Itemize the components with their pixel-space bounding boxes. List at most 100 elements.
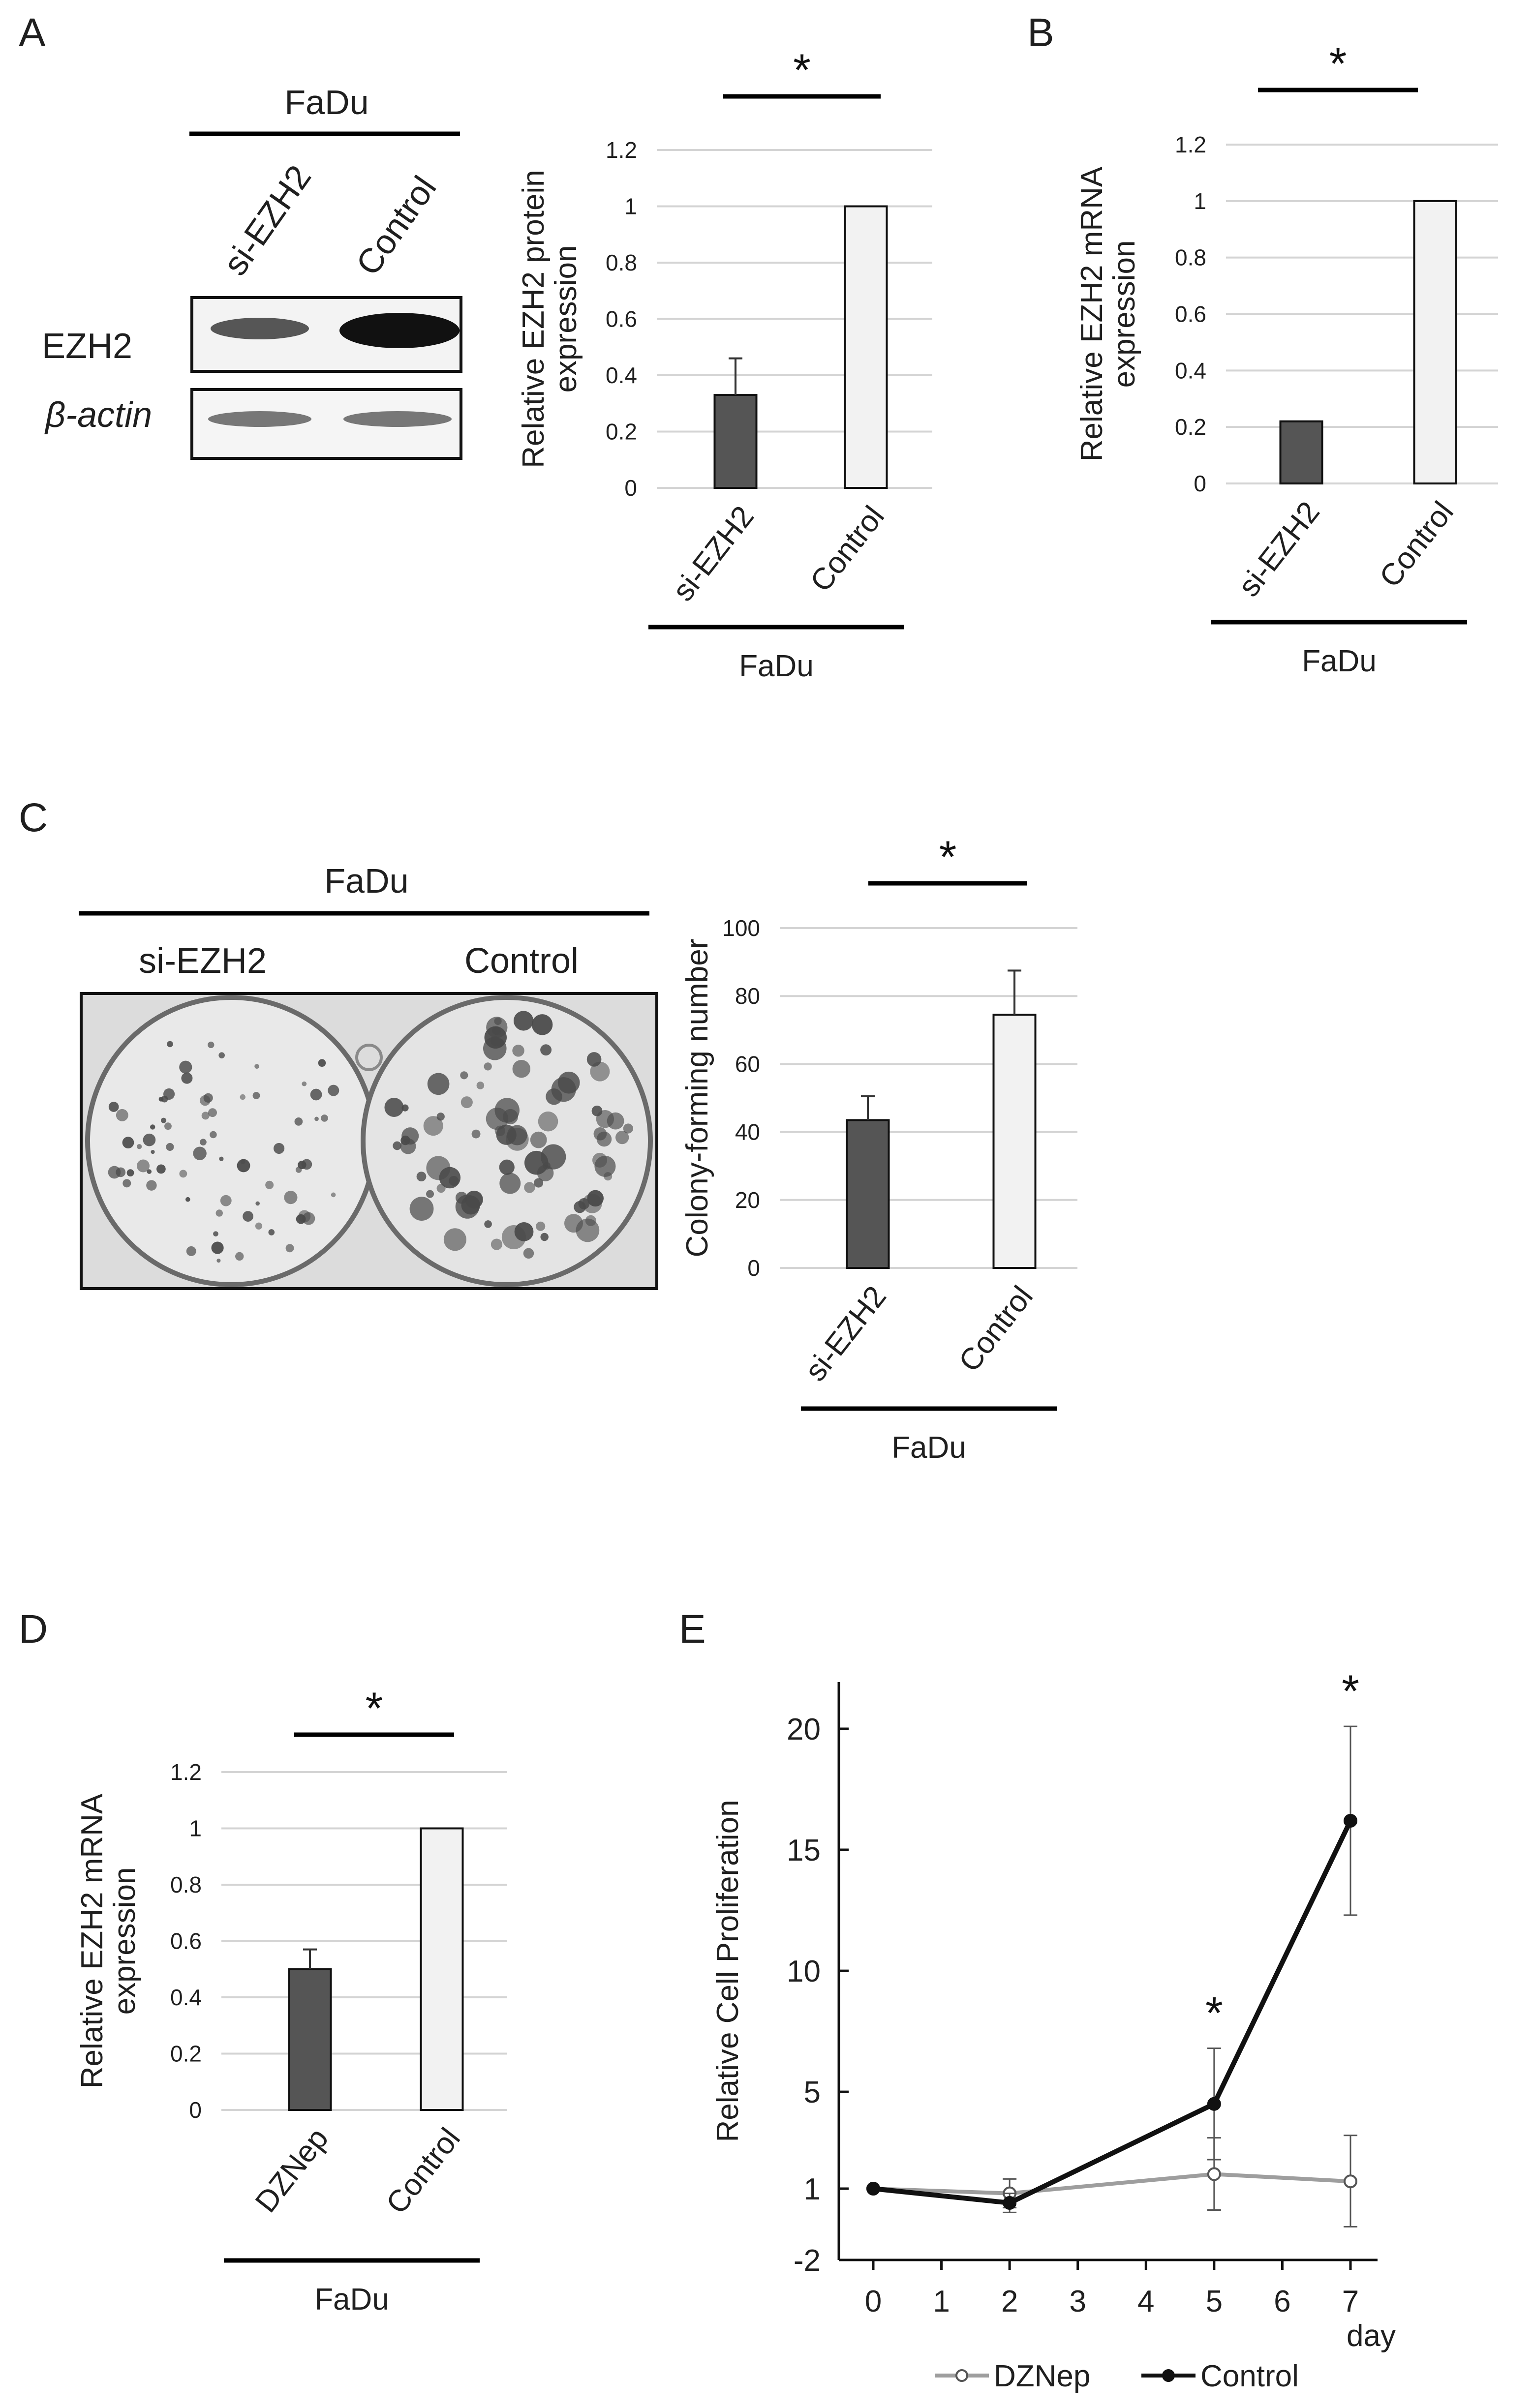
y-axis-label: Relative EZH2 mRNA xyxy=(1075,166,1109,461)
bar xyxy=(420,1827,464,2111)
colony xyxy=(460,1096,473,1109)
colony xyxy=(302,1081,307,1086)
y-tick-label: 100 xyxy=(722,915,760,941)
y-tick-label: 1.2 xyxy=(170,1759,202,1785)
y-tick-label: 0.2 xyxy=(1175,414,1206,440)
colony xyxy=(108,1166,121,1179)
bar xyxy=(713,394,758,489)
colony xyxy=(523,1248,534,1259)
y-tick-label: 20 xyxy=(787,1713,821,1746)
chart-d-mrna: 0 0.2 0.4 0.6 0.8 1 1.2 DZNep Control * FaDu Relati… xyxy=(75,1684,507,2317)
colony xyxy=(538,1111,558,1132)
panel-letter-d: D xyxy=(19,1607,48,1652)
y-tick-label: 0.6 xyxy=(1175,301,1206,327)
colony xyxy=(512,1045,524,1057)
bar xyxy=(288,1968,332,2111)
colony xyxy=(150,1124,155,1130)
bar xyxy=(846,1119,890,1269)
y-tick-label: 0.6 xyxy=(170,1928,202,1954)
y-tick-label: -2 xyxy=(794,2244,821,2278)
colony xyxy=(137,1159,150,1173)
x-axis-label: day xyxy=(1347,2319,1396,2353)
colony xyxy=(494,1028,501,1035)
colony xyxy=(426,1190,434,1198)
data-point xyxy=(1207,2097,1221,2111)
x-tick-label: 1 xyxy=(933,2285,950,2318)
colony xyxy=(546,1088,562,1105)
colony xyxy=(564,1214,583,1233)
colony xyxy=(486,1017,508,1038)
colony xyxy=(590,1061,610,1082)
blot-band xyxy=(339,313,460,348)
significance-marker: * xyxy=(793,45,811,95)
y-axis-label: Relative EZH2 mRNA xyxy=(75,1793,109,2088)
y-tick-label: 40 xyxy=(735,1119,760,1145)
x-tick-label: 6 xyxy=(1274,2285,1290,2318)
y-axis-label: expression xyxy=(108,1867,142,2015)
colony xyxy=(623,1123,634,1134)
colony xyxy=(243,1211,253,1222)
colony xyxy=(318,1059,326,1067)
x-tick-label: 2 xyxy=(1001,2285,1018,2318)
colony xyxy=(494,1017,502,1025)
y-tick-label: 10 xyxy=(787,1955,821,1988)
x-tick-label: 7 xyxy=(1342,2285,1359,2318)
category-label: si-EZH2 xyxy=(1232,495,1326,603)
colony xyxy=(537,1165,554,1181)
bar xyxy=(992,1014,1037,1269)
colony xyxy=(400,1138,416,1154)
plate-cell-line: FaDu xyxy=(324,862,408,900)
y-tick-label: 0.2 xyxy=(606,419,637,445)
colony xyxy=(219,1156,224,1161)
chart-c-colonies: 0 20 40 60 80 100 si-EZH2 Control * FaDu Colony-fo… xyxy=(680,832,1077,1465)
y-tick-label: 0 xyxy=(624,475,637,501)
group-label: FaDu xyxy=(314,2283,389,2317)
data-point xyxy=(1344,2174,1357,2189)
bar xyxy=(1279,420,1323,485)
panel-letter-b: B xyxy=(1027,10,1054,55)
plate-center-marker xyxy=(355,1044,383,1071)
chart-a-protein: 0 0.2 0.4 0.6 0.8 1 1.2 si-EZH2 Control * FaDu Rela… xyxy=(517,45,932,683)
colony xyxy=(252,1092,260,1099)
colony xyxy=(255,1201,260,1206)
blot-lane-label: Control xyxy=(348,169,443,282)
data-point xyxy=(866,2182,880,2196)
colony xyxy=(208,1041,215,1049)
colony xyxy=(164,1122,172,1130)
blot-band xyxy=(343,411,452,427)
colony xyxy=(494,1098,520,1123)
western-blot: FaDu si-EZH2 Control EZH2 β-actin xyxy=(42,83,462,460)
colony xyxy=(314,1116,319,1121)
colony xyxy=(151,1150,155,1154)
category-label: Control xyxy=(804,500,891,598)
colony xyxy=(587,1190,604,1207)
colony xyxy=(220,1195,232,1206)
significance-marker: * xyxy=(1329,39,1347,89)
colony xyxy=(143,1133,156,1146)
y-axis-label: expression xyxy=(1107,241,1141,388)
y-tick-label: 0.8 xyxy=(170,1872,202,1897)
colony xyxy=(331,1192,336,1198)
panel-letter-a: A xyxy=(19,10,46,55)
colony xyxy=(185,1197,190,1202)
colony xyxy=(265,1180,274,1189)
y-tick-label: 1 xyxy=(189,1816,202,1841)
colony xyxy=(166,1143,174,1151)
colony xyxy=(491,1238,503,1250)
colony xyxy=(298,1160,307,1170)
colony xyxy=(476,1082,485,1089)
y-tick-label: 20 xyxy=(735,1187,760,1213)
category-label: Control xyxy=(952,1280,1040,1378)
y-axis-label: Colony-forming number xyxy=(680,939,714,1258)
colony xyxy=(384,1098,404,1117)
colony xyxy=(512,1059,531,1078)
colony xyxy=(310,1088,322,1101)
colony xyxy=(496,1124,517,1145)
colony xyxy=(235,1252,244,1261)
colony xyxy=(122,1137,134,1148)
colony xyxy=(254,1064,259,1069)
colony xyxy=(607,1112,624,1130)
y-tick-label: 5 xyxy=(804,2076,821,2109)
